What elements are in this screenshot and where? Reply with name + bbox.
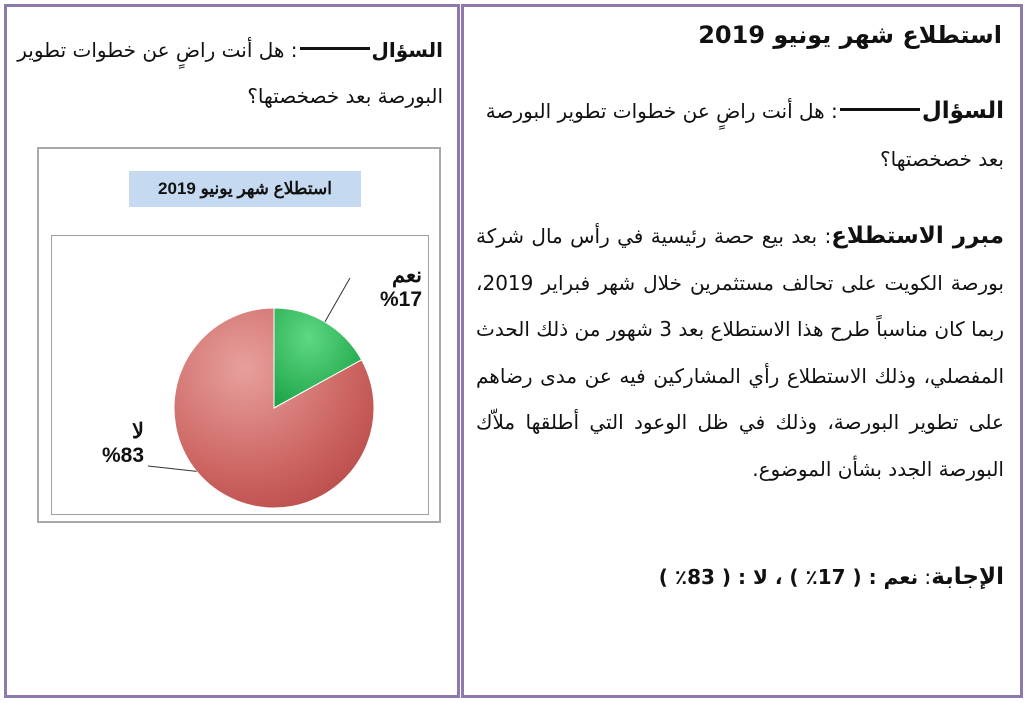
plot-area: نعم %17 لا %83 <box>51 235 429 515</box>
slice-label-yes: نعم %17 <box>352 264 422 312</box>
question-label: السؤال <box>371 38 443 62</box>
slice-label-no-value: %83 <box>101 444 144 467</box>
slice-label-no: لا %83 <box>68 420 144 468</box>
slice-label-no-name: لا <box>132 420 144 443</box>
slice-label-yes-name: نعم <box>392 264 422 287</box>
leader-line-no <box>147 465 197 472</box>
label-dash <box>839 108 920 111</box>
chart-container: استطلاع شهر يونيو 2019 <box>37 147 441 523</box>
survey-title: استطلاع شهر يونيو 2019 <box>698 21 1002 49</box>
left-question: السؤال: هل أنت راضٍ عن خطوات تطوير البور… <box>17 38 443 108</box>
label-dash <box>299 47 370 50</box>
question-text: هل أنت راضٍ عن خطوات تطوير البورصة بعد خ… <box>17 38 443 108</box>
question-text: هل أنت راضٍ عن خطوات تطوير البورصة بعد خ… <box>485 99 1004 171</box>
answer-text: نعم : ( 17٪ ) ، لا : ( 83٪ ) <box>658 565 919 589</box>
rationale-label: مبرر الاستطلاع <box>831 223 1005 249</box>
leader-line-yes <box>324 277 351 323</box>
pie-slice-yes <box>273 307 363 409</box>
pie-chart <box>147 277 375 509</box>
question-label: السؤال <box>921 98 1004 124</box>
right-question: السؤال: هل أنت راضٍ عن خطوات تطوير البور… <box>485 98 1004 171</box>
answer-line: الإجابة: نعم : ( 17٪ ) ، لا : ( 83٪ ) <box>658 564 1004 590</box>
left-panel: السؤال: هل أنت راضٍ عن خطوات تطوير البور… <box>4 4 460 698</box>
chart-title: استطلاع شهر يونيو 2019 <box>129 171 361 207</box>
slice-label-yes-value: %17 <box>379 288 422 311</box>
rationale-text: بعد بيع حصة رئيسية في رأس مال شركة بورصة… <box>476 224 1004 481</box>
pie-slice-no <box>173 307 375 509</box>
answer-label: الإجابة <box>931 564 1004 590</box>
right-panel: استطلاع شهر يونيو 2019 السؤال: هل أنت را… <box>461 4 1023 698</box>
rationale-paragraph: مبرر الاستطلاع: بعد بيع حصة رئيسية في رأ… <box>476 223 1005 481</box>
